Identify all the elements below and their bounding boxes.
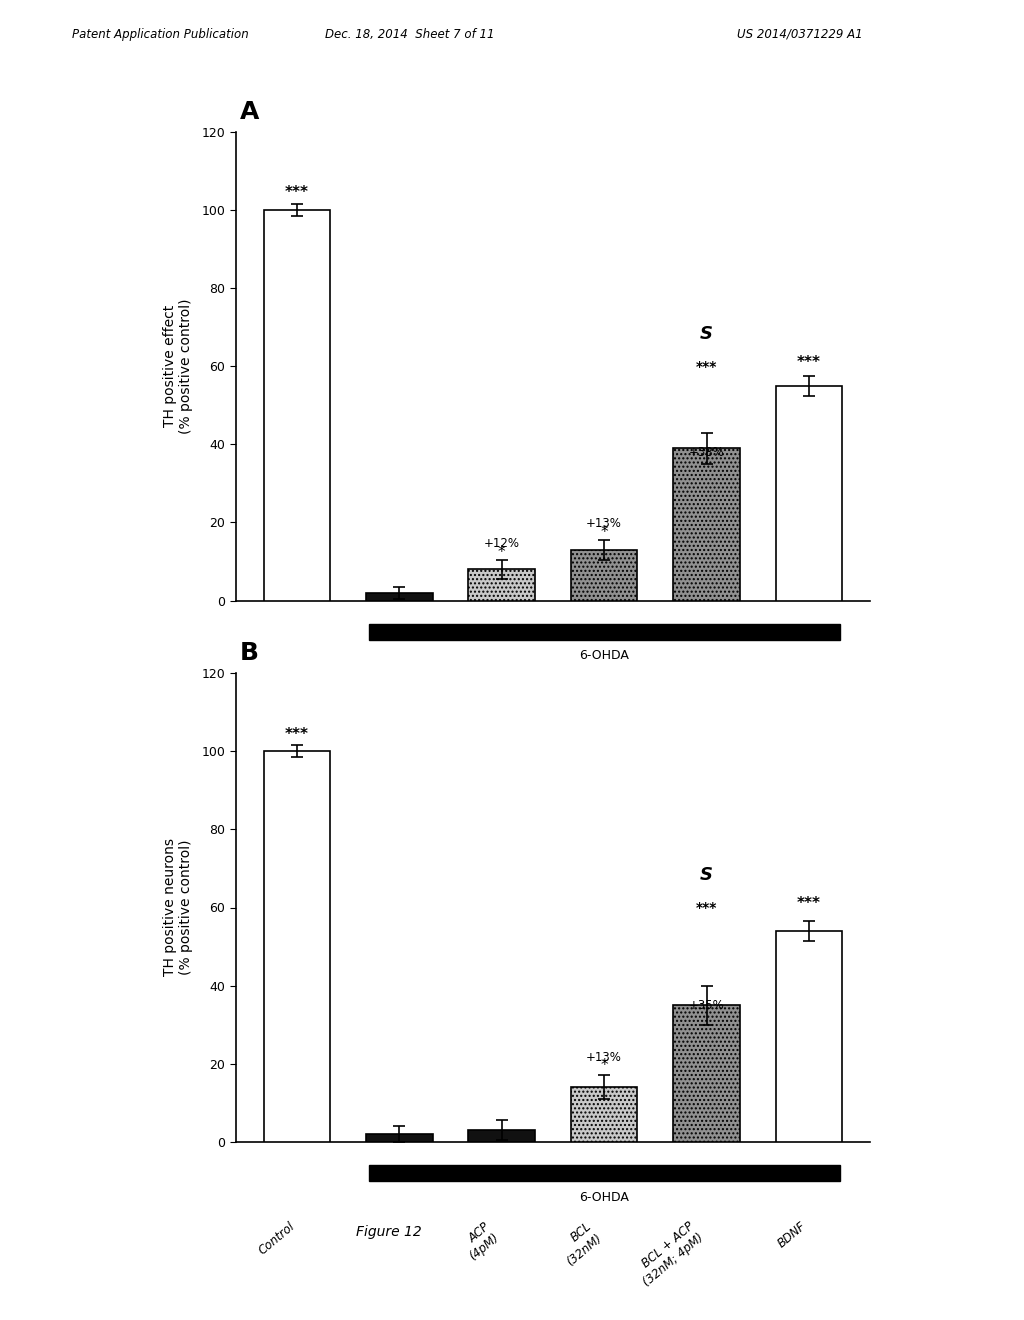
Text: 6-OHDA: 6-OHDA — [580, 1191, 629, 1204]
Bar — [674, 1005, 740, 1142]
Text: Control: Control — [256, 678, 297, 717]
Text: 6-OHDA: 6-OHDA — [580, 649, 629, 663]
Text: +12%: +12% — [483, 537, 520, 550]
Bar — [469, 1130, 536, 1142]
Text: A: A — [240, 100, 259, 124]
Text: Control: Control — [256, 1220, 297, 1258]
Text: B: B — [240, 642, 259, 665]
Text: BCL + ACP
(32nM; 4pM): BCL + ACP (32nM; 4pM) — [632, 1220, 707, 1290]
Text: +13%: +13% — [586, 517, 623, 531]
Bar — [571, 1088, 637, 1142]
Text: ***: *** — [797, 355, 821, 370]
Bar — [367, 593, 433, 601]
Bar — [469, 569, 536, 601]
Text: S: S — [700, 325, 713, 343]
Text: ACP
(4pM): ACP (4pM) — [458, 1220, 502, 1263]
Text: +38%: +38% — [689, 446, 724, 459]
Text: *: * — [600, 525, 608, 540]
Text: +13%: +13% — [586, 1051, 623, 1064]
Text: BDNF: BDNF — [776, 678, 809, 710]
Bar — [264, 210, 330, 601]
Text: BDNF: BDNF — [776, 1220, 809, 1251]
Text: US 2014/0371229 A1: US 2014/0371229 A1 — [737, 28, 863, 41]
Text: S: S — [700, 866, 713, 884]
Bar — [674, 449, 740, 601]
Bar — [776, 385, 843, 601]
Text: ***: *** — [285, 726, 309, 742]
Y-axis label: TH positive neurons
(% positive control): TH positive neurons (% positive control) — [163, 838, 193, 977]
Text: ***: *** — [797, 896, 821, 911]
Text: ***: *** — [696, 360, 717, 374]
Text: BCL
(32nM): BCL (32nM) — [554, 1220, 604, 1269]
Bar — [571, 550, 637, 601]
Text: ***: *** — [285, 185, 309, 201]
Y-axis label: TH positive effect
(% positive control): TH positive effect (% positive control) — [163, 298, 193, 434]
Text: *: * — [600, 1059, 608, 1073]
Text: BCL + ACP
(32nM; 10pM): BCL + ACP (32nM; 10pM) — [626, 678, 707, 752]
Bar — [369, 624, 840, 640]
Bar — [776, 931, 843, 1142]
Text: *: * — [498, 545, 506, 560]
Bar — [369, 1166, 840, 1181]
Text: Dec. 18, 2014  Sheet 7 of 11: Dec. 18, 2014 Sheet 7 of 11 — [325, 28, 495, 41]
Bar — [367, 1134, 433, 1142]
Text: ***: *** — [696, 902, 717, 915]
Text: ACP
(10pM): ACP (10pM) — [452, 678, 502, 727]
Bar — [264, 751, 330, 1142]
Text: BCL
(32nM): BCL (32nM) — [554, 678, 604, 727]
Text: Figure 12: Figure 12 — [356, 1225, 422, 1239]
Text: Patent Application Publication: Patent Application Publication — [72, 28, 249, 41]
Text: +35%: +35% — [689, 999, 724, 1011]
